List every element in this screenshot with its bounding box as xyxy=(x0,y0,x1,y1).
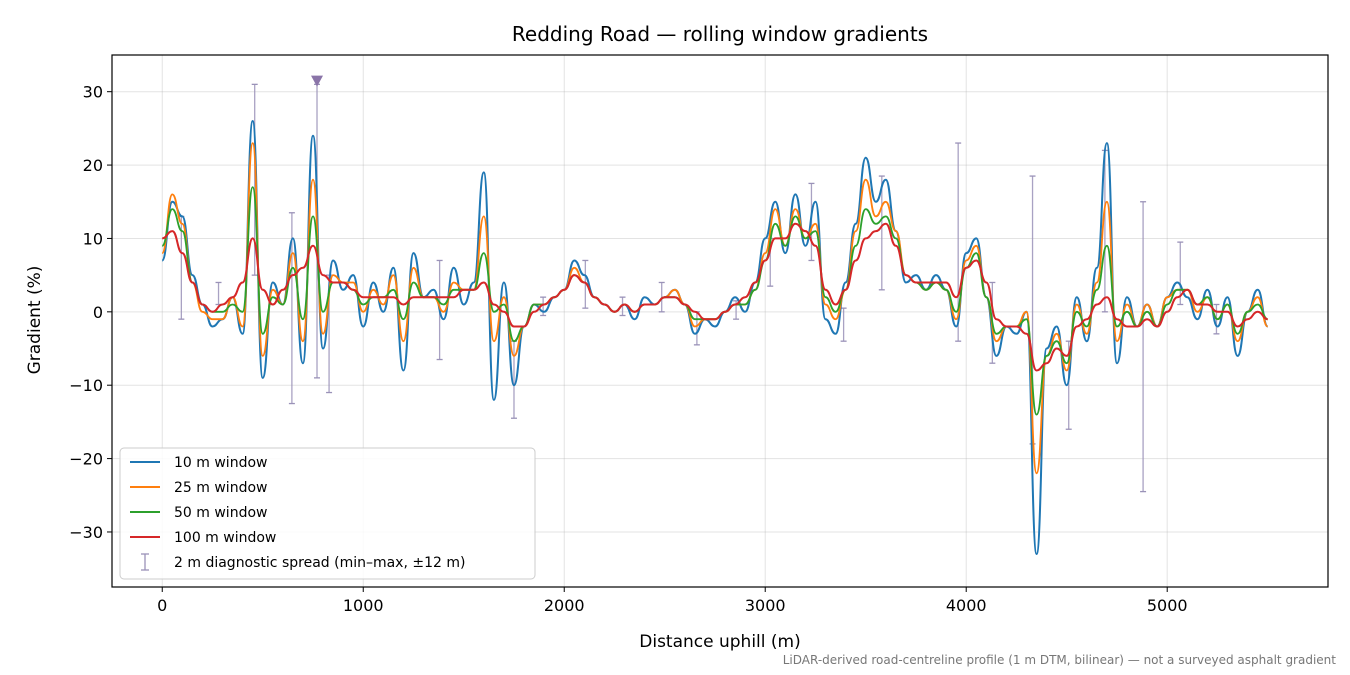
errorbar xyxy=(619,296,626,317)
errorbar xyxy=(582,259,589,309)
x-tick-label: 4000 xyxy=(946,596,987,615)
legend-label: 10 m window xyxy=(174,455,267,471)
legend-label: 25 m window xyxy=(174,480,267,496)
series-layer xyxy=(161,120,1269,555)
errorbar xyxy=(1177,241,1184,306)
legend-label: 50 m window xyxy=(174,505,267,521)
x-tick-label: 5000 xyxy=(1147,596,1188,615)
legend-box xyxy=(119,447,536,580)
y-tick-label: 20 xyxy=(83,156,103,175)
y-tick-label: −10 xyxy=(69,376,103,395)
x-tick-label: 2000 xyxy=(544,596,585,615)
errorbar xyxy=(215,281,222,306)
clip-marker-triangle xyxy=(311,75,324,87)
y-tick-label: 30 xyxy=(83,83,103,102)
series-line-4 xyxy=(162,222,1268,372)
errorbar xyxy=(840,307,847,342)
tick-layer: 0 1000 2000 3000 4000 5000 −30 −20 −10 0 10 20 30 xyxy=(69,83,1187,615)
plot-frame xyxy=(111,54,1329,588)
y-tick-label: 0 xyxy=(93,303,103,322)
x-tick-label: 0 xyxy=(157,596,167,615)
y-axis-title: Gradient (%) xyxy=(25,266,45,375)
footnote: LiDAR-derived road-centreline profile (1… xyxy=(783,653,1337,667)
x-axis-title: Distance uphill (m) xyxy=(639,632,800,652)
y-tick-label: −20 xyxy=(69,450,103,469)
legend-label: 100 m window xyxy=(174,530,276,546)
errorbar xyxy=(1140,201,1147,493)
y-tick-label: 10 xyxy=(83,229,103,248)
chart-title: Redding Road — rolling window gradients xyxy=(512,22,928,46)
x-tick-label: 3000 xyxy=(745,596,786,615)
errorbar-layer xyxy=(178,75,1220,493)
errorbar xyxy=(658,281,665,313)
legend: 10 m window 25 m window 50 m window 100 m w… xyxy=(119,447,536,580)
y-tick-label: −30 xyxy=(69,523,103,542)
errorbar xyxy=(878,175,885,291)
x-tick-label: 1000 xyxy=(343,596,384,615)
legend-label: 2 m diagnostic spread (min–max, ±12 m) xyxy=(174,555,465,571)
errorbar xyxy=(288,212,295,405)
